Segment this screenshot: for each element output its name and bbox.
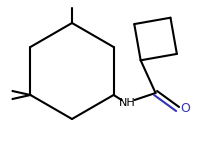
- Text: O: O: [181, 103, 190, 116]
- Text: NH: NH: [119, 98, 136, 108]
